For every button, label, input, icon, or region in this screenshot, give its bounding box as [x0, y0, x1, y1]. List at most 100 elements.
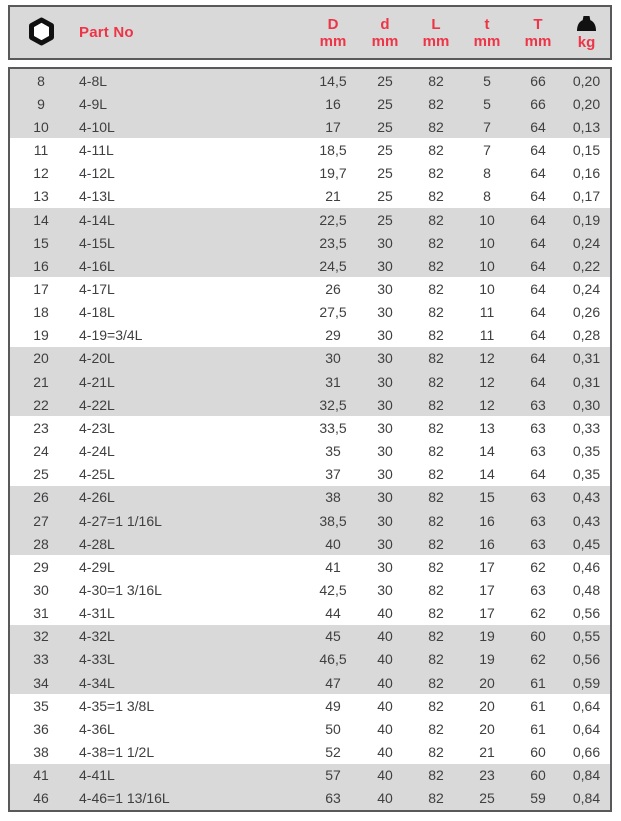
- cell-kg: 0,64: [572, 720, 601, 737]
- cell-t: 20: [479, 697, 495, 714]
- cell-kg: 0,56: [572, 605, 601, 622]
- cell-T: 62: [530, 651, 546, 668]
- column-label: d: [380, 15, 390, 33]
- cell-d: 40: [377, 790, 393, 807]
- cell-D: 22,5: [319, 211, 347, 228]
- cell-kg: 0,15: [572, 142, 601, 159]
- cell-d: 40: [377, 651, 393, 668]
- cell-D: 18,5: [319, 142, 347, 159]
- cell-L: 82: [428, 280, 444, 297]
- cell-size: 30: [33, 582, 49, 599]
- table-row: 31 4-31L 44 40 82 17 62 0,56: [10, 602, 610, 625]
- column-label: L: [431, 15, 441, 33]
- cell-D: 35: [325, 443, 341, 460]
- cell-t: 16: [479, 512, 495, 529]
- cell-T: 64: [530, 234, 546, 251]
- cell-kg: 0,84: [572, 767, 601, 784]
- cell-kg: 0,55: [572, 628, 601, 645]
- cell-L: 82: [428, 697, 444, 714]
- cell-part-no: 4-27=1 1/16L: [79, 512, 162, 529]
- column-label: T: [533, 15, 543, 33]
- cell-T: 61: [530, 720, 546, 737]
- table-row: 19 4-19=3/4L 29 30 82 11 64 0,28: [10, 324, 610, 347]
- cell-d: 25: [377, 95, 393, 112]
- cell-L: 82: [428, 605, 444, 622]
- cell-part-no: 4-8L: [79, 72, 108, 89]
- table-row: 22 4-22L 32,5 30 82 12 63 0,30: [10, 393, 610, 417]
- cell-L: 82: [428, 165, 444, 182]
- cell-D: 23,5: [319, 234, 347, 251]
- cell-L: 82: [428, 327, 444, 344]
- size-column-header: [10, 15, 72, 51]
- table-row: 14 4-14L 22,5 25 82 10 64 0,19: [10, 207, 610, 232]
- cell-D: 32,5: [319, 396, 347, 413]
- cell-part-no: 4-17L: [79, 280, 115, 297]
- cell-kg: 0,48: [572, 582, 601, 599]
- cell-d: 30: [377, 257, 393, 274]
- cell-kg: 0,31: [572, 350, 601, 367]
- cell-L: 82: [428, 720, 444, 737]
- cell-T: 63: [530, 512, 546, 529]
- column-label: t: [484, 15, 490, 33]
- cell-T: 64: [530, 118, 546, 135]
- cell-d: 30: [377, 558, 393, 575]
- cell-part-no: 4-22L: [79, 396, 115, 413]
- table-row: 23 4-23L 33,5 30 82 13 63 0,33: [10, 416, 610, 439]
- cell-t: 8: [483, 188, 491, 205]
- cell-kg: 0,28: [572, 327, 601, 344]
- cell-L: 82: [428, 234, 444, 251]
- cell-L: 82: [428, 142, 444, 159]
- cell-T: 64: [530, 280, 546, 297]
- table-row: 12 4-12L 19,7 25 82 8 64 0,16: [10, 162, 610, 185]
- table-row: 38 4-38=1 1/2L 52 40 82 21 60 0,66: [10, 741, 610, 764]
- table-row: 9 4-9L 16 25 82 5 66 0,20: [10, 92, 610, 116]
- table-row: 13 4-13L 21 25 82 8 64 0,17: [10, 185, 610, 208]
- cell-size: 14: [33, 211, 49, 228]
- table-row: 28 4-28L 40 30 82 16 63 0,45: [10, 532, 610, 556]
- column-unit: mm: [473, 32, 501, 50]
- cell-size: 34: [33, 674, 49, 691]
- cell-t: 23: [479, 767, 495, 784]
- cell-d: 40: [377, 605, 393, 622]
- cell-part-no: 4-12L: [79, 165, 115, 182]
- cell-t: 20: [479, 674, 495, 691]
- cell-T: 61: [530, 697, 546, 714]
- part-no-label: Part No: [79, 24, 134, 41]
- cell-L: 82: [428, 628, 444, 645]
- cell-d: 30: [377, 419, 393, 436]
- cell-L: 82: [428, 558, 444, 575]
- cell-part-no: 4-10L: [79, 118, 115, 135]
- cell-t: 11: [479, 304, 495, 321]
- cell-t: 12: [479, 373, 495, 390]
- cell-t: 10: [479, 257, 495, 274]
- cell-D: 40: [325, 535, 341, 552]
- cell-D: 42,5: [319, 582, 347, 599]
- cell-D: 30: [325, 350, 341, 367]
- column-header-d: d mm: [359, 16, 411, 50]
- cell-part-no: 4-29L: [79, 558, 115, 575]
- cell-L: 82: [428, 188, 444, 205]
- table-row: 25 4-25L 37 30 82 14 64 0,35: [10, 463, 610, 486]
- cell-size: 23: [33, 419, 49, 436]
- cell-kg: 0,59: [572, 674, 601, 691]
- cell-t: 11: [479, 327, 495, 344]
- cell-t: 7: [483, 118, 491, 135]
- cell-kg: 0,24: [572, 234, 601, 251]
- cell-size: 10: [33, 118, 49, 135]
- cell-L: 82: [428, 744, 444, 761]
- table-row: 15 4-15L 23,5 30 82 10 64 0,24: [10, 231, 610, 255]
- cell-T: 64: [530, 327, 546, 344]
- cell-d: 30: [377, 535, 393, 552]
- cell-part-no: 4-11L: [79, 142, 114, 159]
- cell-part-no: 4-15L: [79, 234, 115, 251]
- cell-T: 64: [530, 188, 546, 205]
- cell-d: 30: [377, 489, 393, 506]
- cell-L: 82: [428, 512, 444, 529]
- cell-d: 30: [377, 512, 393, 529]
- table-row: 26 4-26L 38 30 82 15 63 0,43: [10, 485, 610, 509]
- table-body: 8 4-8L 14,5 25 82 5 66 0,20 9 4-9L 16 25 82 5 66 0,20 10…: [8, 67, 612, 812]
- cell-L: 82: [428, 767, 444, 784]
- table-row: 33 4-33L 46,5 40 82 19 62 0,56: [10, 647, 610, 672]
- cell-T: 63: [530, 489, 546, 506]
